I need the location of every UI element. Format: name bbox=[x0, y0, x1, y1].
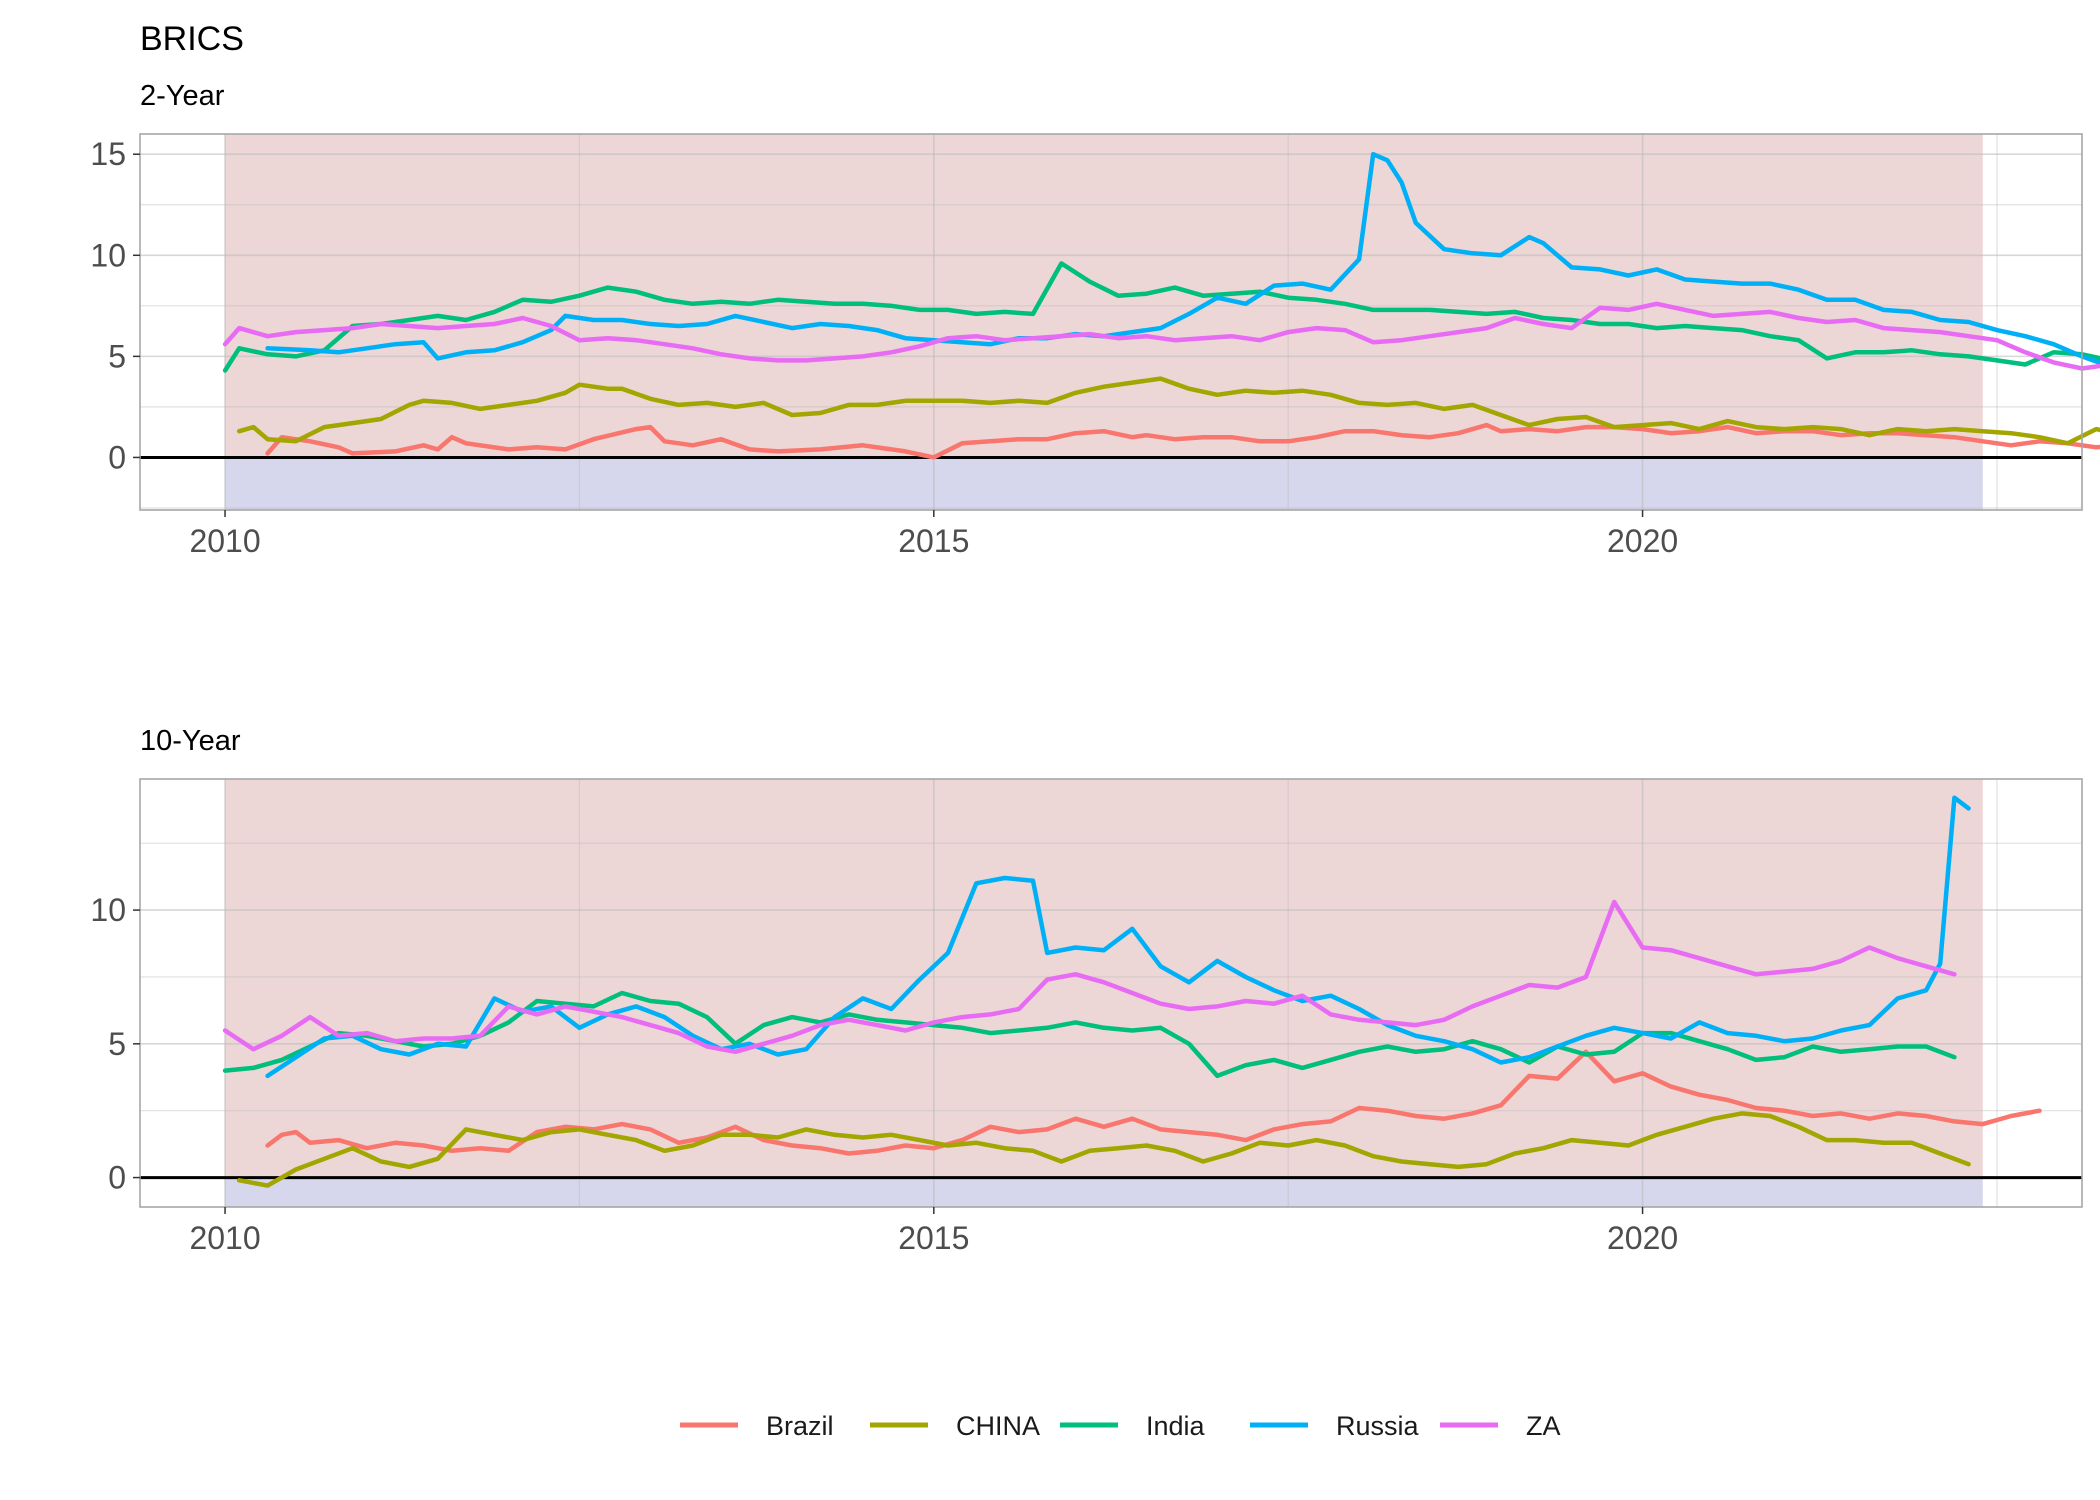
legend-item-china: CHINA bbox=[870, 1411, 1040, 1441]
panel-border bbox=[139, 133, 2083, 511]
legend-label: Russia bbox=[1336, 1411, 1420, 1441]
panel-subtitle: 10-Year bbox=[140, 725, 241, 757]
negative-region bbox=[225, 457, 1983, 510]
panel-10-year: 10-Year 2010 2015 2020 0 5 10 bbox=[90, 725, 2083, 1256]
legend-label: CHINA bbox=[956, 1411, 1040, 1441]
x-tick-label: 2010 bbox=[189, 523, 260, 559]
legend-item-russia: Russia bbox=[1250, 1411, 1420, 1441]
y-tick-label: 15 bbox=[90, 136, 126, 172]
series-line-china bbox=[236, 1111, 1971, 1188]
x-tick-label: 2020 bbox=[1607, 1220, 1678, 1256]
series-line-za bbox=[222, 899, 1957, 1055]
y-tick-label: 0 bbox=[108, 1160, 126, 1196]
y-tick-label: 10 bbox=[90, 237, 126, 273]
legend-item-za: ZA bbox=[1440, 1411, 1561, 1441]
series-line-russia bbox=[265, 795, 1971, 1079]
x-tick-label: 2015 bbox=[898, 523, 969, 559]
y-tick-label: 10 bbox=[90, 892, 126, 928]
legend-item-india: India bbox=[1060, 1411, 1206, 1441]
panel-2-year: 2-Year 2010 2015 2020 0 5 10 15 bbox=[90, 80, 2100, 559]
series-line-india bbox=[222, 261, 2100, 373]
legend-label: ZA bbox=[1526, 1411, 1561, 1441]
x-tick-label: 2010 bbox=[189, 1220, 260, 1256]
chart-title: BRICS bbox=[140, 20, 244, 58]
series-line-russia bbox=[265, 151, 2100, 366]
series-line-za bbox=[222, 301, 2100, 371]
legend-item-brazil: Brazil bbox=[680, 1411, 834, 1441]
series-line-india bbox=[222, 990, 1957, 1079]
x-tick-label: 2020 bbox=[1607, 523, 1678, 559]
series-line-china bbox=[236, 376, 2100, 446]
y-tick-label: 5 bbox=[108, 1026, 126, 1062]
y-tick-label: 5 bbox=[108, 338, 126, 374]
legend: Brazil CHINA India Russia ZA bbox=[680, 1411, 1561, 1441]
y-tick-label: 0 bbox=[108, 439, 126, 475]
series-line-brazil bbox=[265, 422, 2100, 460]
positive-region bbox=[225, 779, 1983, 1178]
negative-region bbox=[225, 1177, 1983, 1207]
panel-border bbox=[139, 778, 2083, 1208]
x-tick-label: 2015 bbox=[898, 1220, 969, 1256]
legend-label: India bbox=[1146, 1411, 1206, 1441]
panel-subtitle: 2-Year bbox=[140, 80, 225, 112]
legend-label: Brazil bbox=[766, 1411, 834, 1441]
